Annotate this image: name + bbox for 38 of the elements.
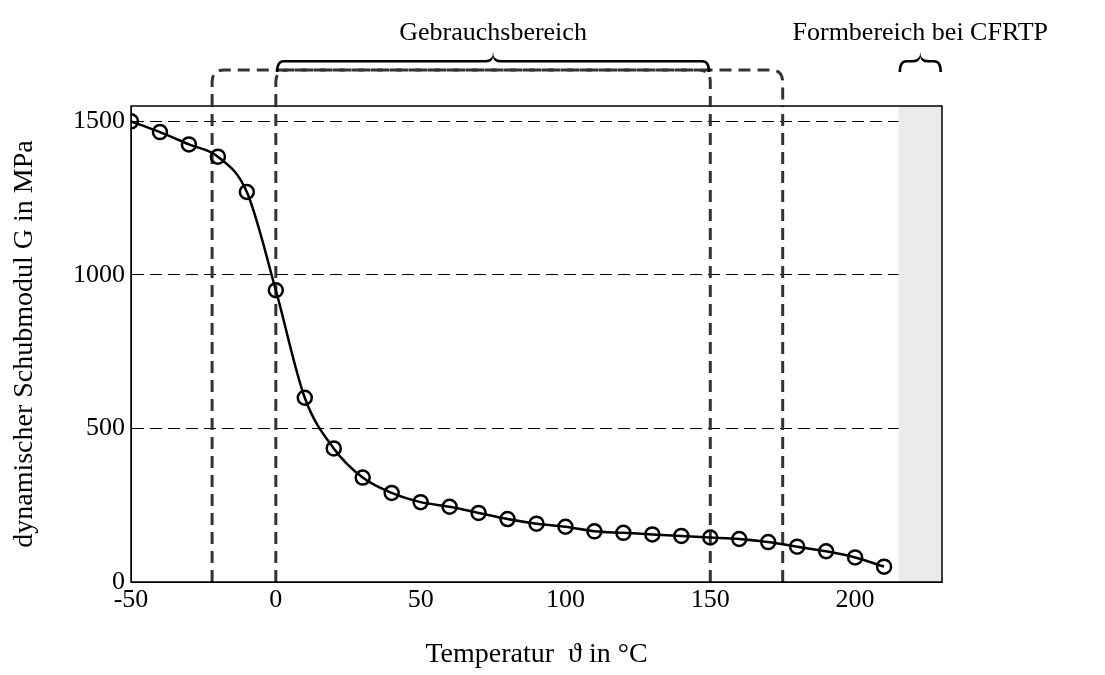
point [759,533,777,551]
band-label: Formbereich bei CFRTP [792,16,1049,46]
x-tick-label: 150 [690,584,730,614]
point [470,504,487,522]
point [644,526,661,543]
point [586,523,603,540]
point [528,515,545,532]
y-tick-label: 1500 [73,105,125,135]
x-axis-title: Temperatur ϑ in °C [425,636,648,668]
point [875,558,893,575]
point [354,469,371,486]
point [296,389,314,406]
point [846,549,864,566]
point [180,136,198,153]
x-tick-label: 200 [835,584,875,614]
y-tick-label: 1000 [73,258,125,288]
point [702,529,719,546]
point [209,148,227,165]
point [615,524,632,542]
point [731,530,748,548]
point [499,510,516,528]
point [817,543,835,560]
x-tick-label: 0 [269,584,283,614]
x-tick-label: 50 [407,584,434,614]
point [325,440,342,457]
point [238,183,256,201]
x-tick-label: 100 [545,584,585,614]
point [412,493,429,511]
y-tick-label: 500 [86,412,125,442]
point [557,518,574,535]
point [151,123,169,141]
point [788,538,806,555]
point [441,498,458,516]
y-axis-title: dynamischer Schubmodul G in MPa [7,139,39,548]
text: Gebrauchsbereich [399,16,587,46]
point [383,484,400,502]
point [267,282,285,299]
point [673,527,690,545]
